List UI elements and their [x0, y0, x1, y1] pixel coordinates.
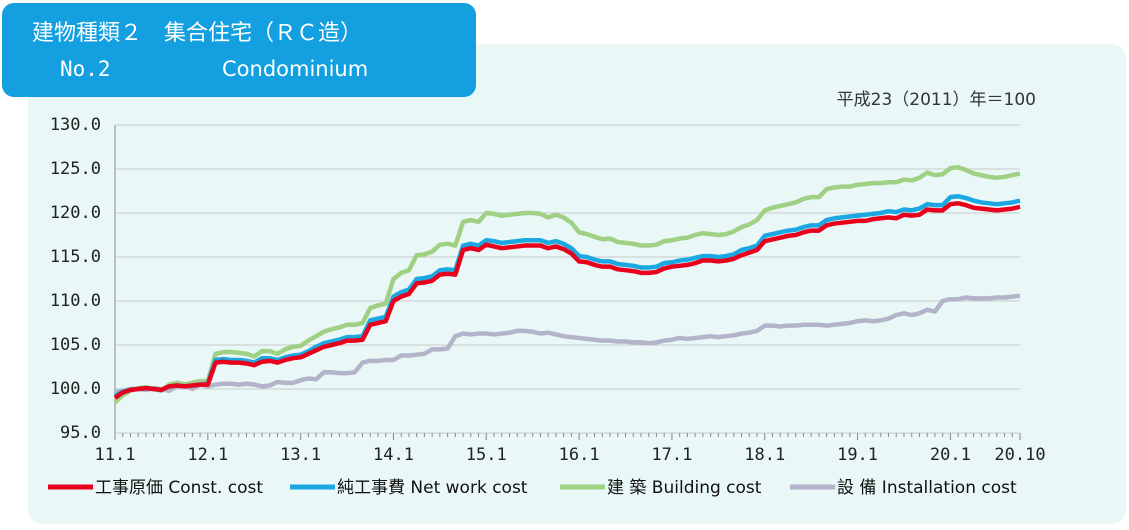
series-line — [113, 194, 1021, 398]
y-tick-label: 125.0 — [50, 159, 101, 179]
x-tick-label: 16.1 — [559, 445, 600, 465]
y-tick-label: 115.0 — [50, 247, 101, 267]
y-tick-label: 120.0 — [50, 203, 101, 223]
x-tick-label: 14.1 — [373, 445, 414, 465]
x-tick-label: 12.1 — [187, 445, 228, 465]
base-note: 平成23（2011）年＝100 — [837, 90, 1036, 110]
x-tick-label: 18.1 — [744, 445, 785, 465]
x-tick-label: 11.1 — [95, 445, 136, 465]
chart-number: No.2 — [60, 57, 111, 81]
y-tick-label: 130.0 — [50, 115, 101, 135]
x-tick-label: 20.10 — [994, 445, 1045, 465]
y-tick-label: 100.0 — [50, 379, 101, 399]
y-tick-label: 110.0 — [50, 291, 101, 311]
legend-label: 純工事費 Net work cost — [337, 478, 528, 498]
y-tick-label: 105.0 — [50, 335, 101, 355]
x-tick-label: 15.1 — [466, 445, 507, 465]
series-line — [114, 293, 1021, 394]
series-line — [113, 164, 1021, 404]
x-tick-label: 17.1 — [651, 445, 692, 465]
chart-title: 建物種類２ 集合住宅（ＲＣ造） — [32, 21, 362, 46]
chart-subtitle: Condominium — [222, 57, 368, 81]
x-tick-label: 20.1 — [930, 445, 971, 465]
header-box — [2, 3, 476, 97]
panel — [28, 44, 1126, 524]
y-tick-label: 95.0 — [60, 423, 101, 443]
legend-label: 工事原価 Const. cost — [95, 478, 263, 498]
legend-label: 設 備 Installation cost — [837, 478, 1017, 498]
series-line — [113, 201, 1021, 400]
legend-label: 建 築 Building cost — [607, 478, 762, 498]
x-tick-label: 13.1 — [280, 445, 321, 465]
x-tick-label: 19.1 — [837, 445, 878, 465]
